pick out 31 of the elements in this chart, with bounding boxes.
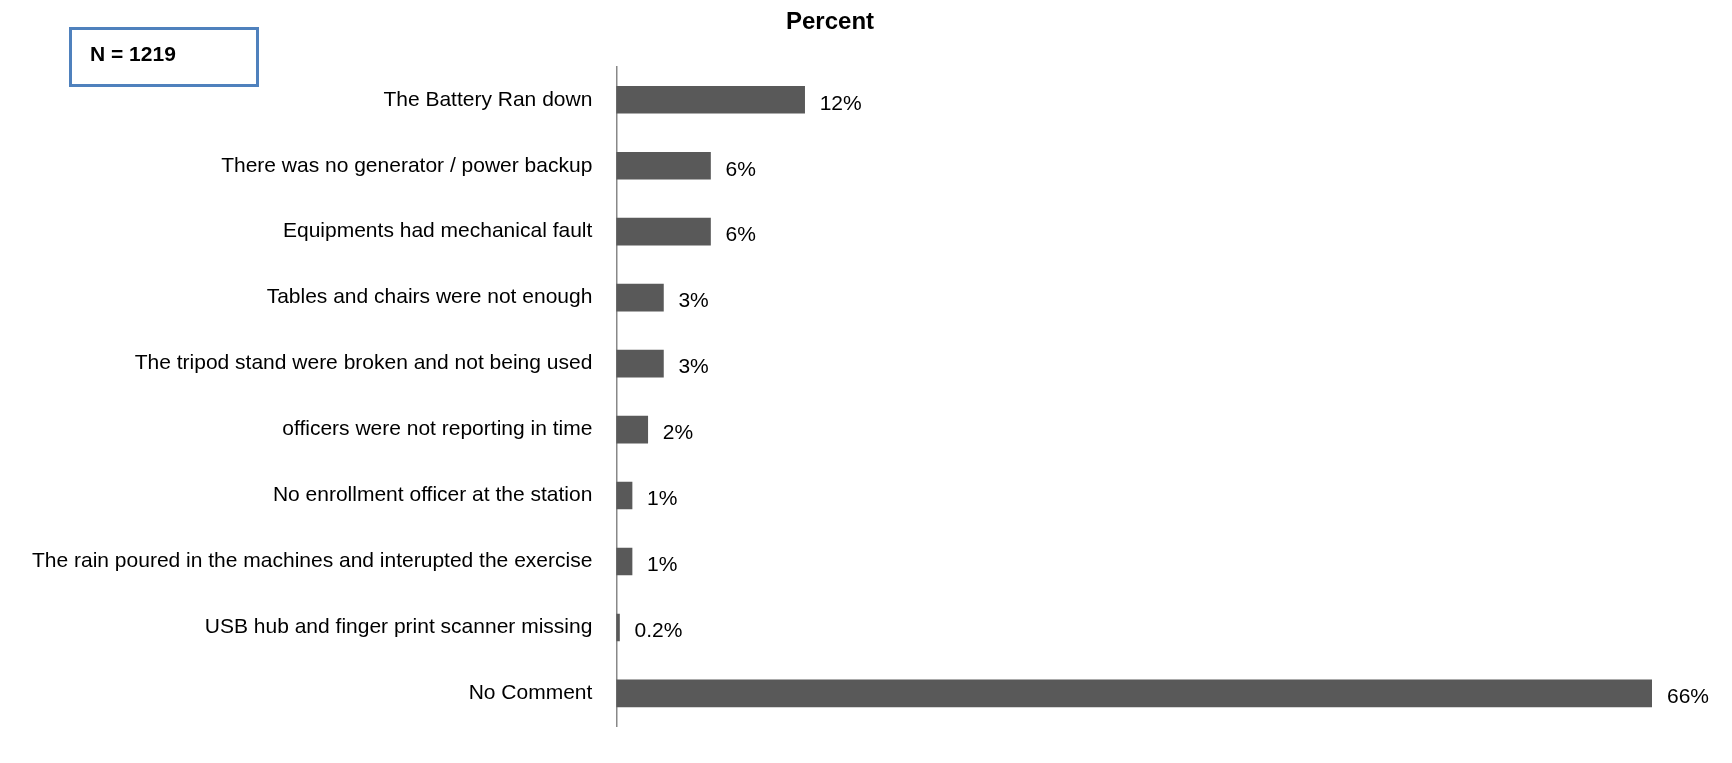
y-tick-label: The rain poured in the machines and interupted the exercise bbox=[31, 548, 593, 572]
bar bbox=[616, 679, 1652, 708]
data-label: 66% bbox=[1667, 684, 1710, 708]
bar bbox=[616, 283, 664, 312]
y-tick-label: The tripod stand were broken and not being used bbox=[134, 350, 593, 374]
y-tick-label: Equipments had mechanical fault bbox=[282, 218, 593, 242]
data-label: 3% bbox=[678, 288, 709, 312]
y-tick-label: USB hub and finger print scanner missing bbox=[204, 614, 593, 638]
data-label: 3% bbox=[678, 354, 709, 378]
bar bbox=[616, 547, 633, 576]
data-label: 6% bbox=[725, 156, 756, 180]
chart-title: Percent bbox=[785, 7, 875, 35]
data-label: 12% bbox=[819, 90, 862, 114]
data-label: 2% bbox=[662, 420, 694, 444]
bar bbox=[616, 415, 649, 444]
bar bbox=[616, 151, 711, 180]
y-tick-label: officers were not reporting in time bbox=[282, 416, 593, 440]
bar bbox=[616, 481, 633, 510]
y-tick-label: No Comment bbox=[468, 680, 593, 704]
y-tick-label: There was no generator / power backup bbox=[221, 152, 593, 176]
y-tick-label: Tables and chairs were not enough bbox=[266, 284, 593, 308]
text: N = 1219 bbox=[69, 27, 259, 87]
data-label: 1% bbox=[647, 486, 678, 510]
y-tick-label: No enrollment officer at the station bbox=[272, 482, 593, 506]
data-label: 1% bbox=[647, 552, 678, 576]
bar bbox=[616, 349, 664, 378]
bar bbox=[616, 85, 805, 114]
data-label: 0.2% bbox=[634, 618, 683, 642]
y-tick-label: The Battery Ran down bbox=[383, 86, 593, 110]
bar bbox=[616, 217, 711, 246]
data-label: 6% bbox=[725, 222, 756, 246]
